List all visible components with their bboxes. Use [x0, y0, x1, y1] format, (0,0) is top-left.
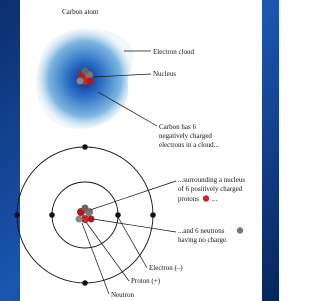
diagram: Carbon atom Electron cloud Nucleus Carbo…	[0, 0, 279, 301]
label: Nucleus	[153, 70, 176, 78]
caption-line: ...and 6 neutrons	[178, 227, 225, 235]
caption-tail: ...	[212, 195, 218, 203]
neutron	[82, 68, 89, 75]
proton	[87, 78, 94, 85]
caption-line: Carbon has 6	[159, 123, 196, 131]
electron	[115, 212, 121, 218]
label: Electron cloud	[153, 48, 195, 56]
electron	[82, 144, 88, 150]
electron	[150, 212, 156, 218]
electron	[82, 280, 88, 286]
label: Proton (+)	[131, 277, 161, 285]
proton-icon	[203, 195, 209, 201]
neutron-icon	[237, 227, 243, 233]
page: Carbon atom Electron cloud Nucleus Carbo…	[0, 0, 279, 301]
caption-line: electrons in a cloud...	[159, 141, 219, 149]
neutron	[82, 205, 89, 212]
title: Carbon atom	[62, 8, 99, 16]
electron	[49, 212, 55, 218]
label: Electron (–)	[149, 264, 183, 272]
neutron	[76, 216, 83, 223]
caption-line: protons	[178, 195, 199, 203]
neutron	[77, 78, 84, 85]
caption-line: of 6 positively charged	[178, 185, 243, 193]
electron	[14, 212, 20, 218]
label: Neutron	[111, 291, 134, 299]
caption-line: negatively charged	[159, 132, 212, 140]
caption-line: having no charge.	[178, 236, 228, 244]
caption-line: ...surrounding a nucleus	[178, 176, 245, 184]
